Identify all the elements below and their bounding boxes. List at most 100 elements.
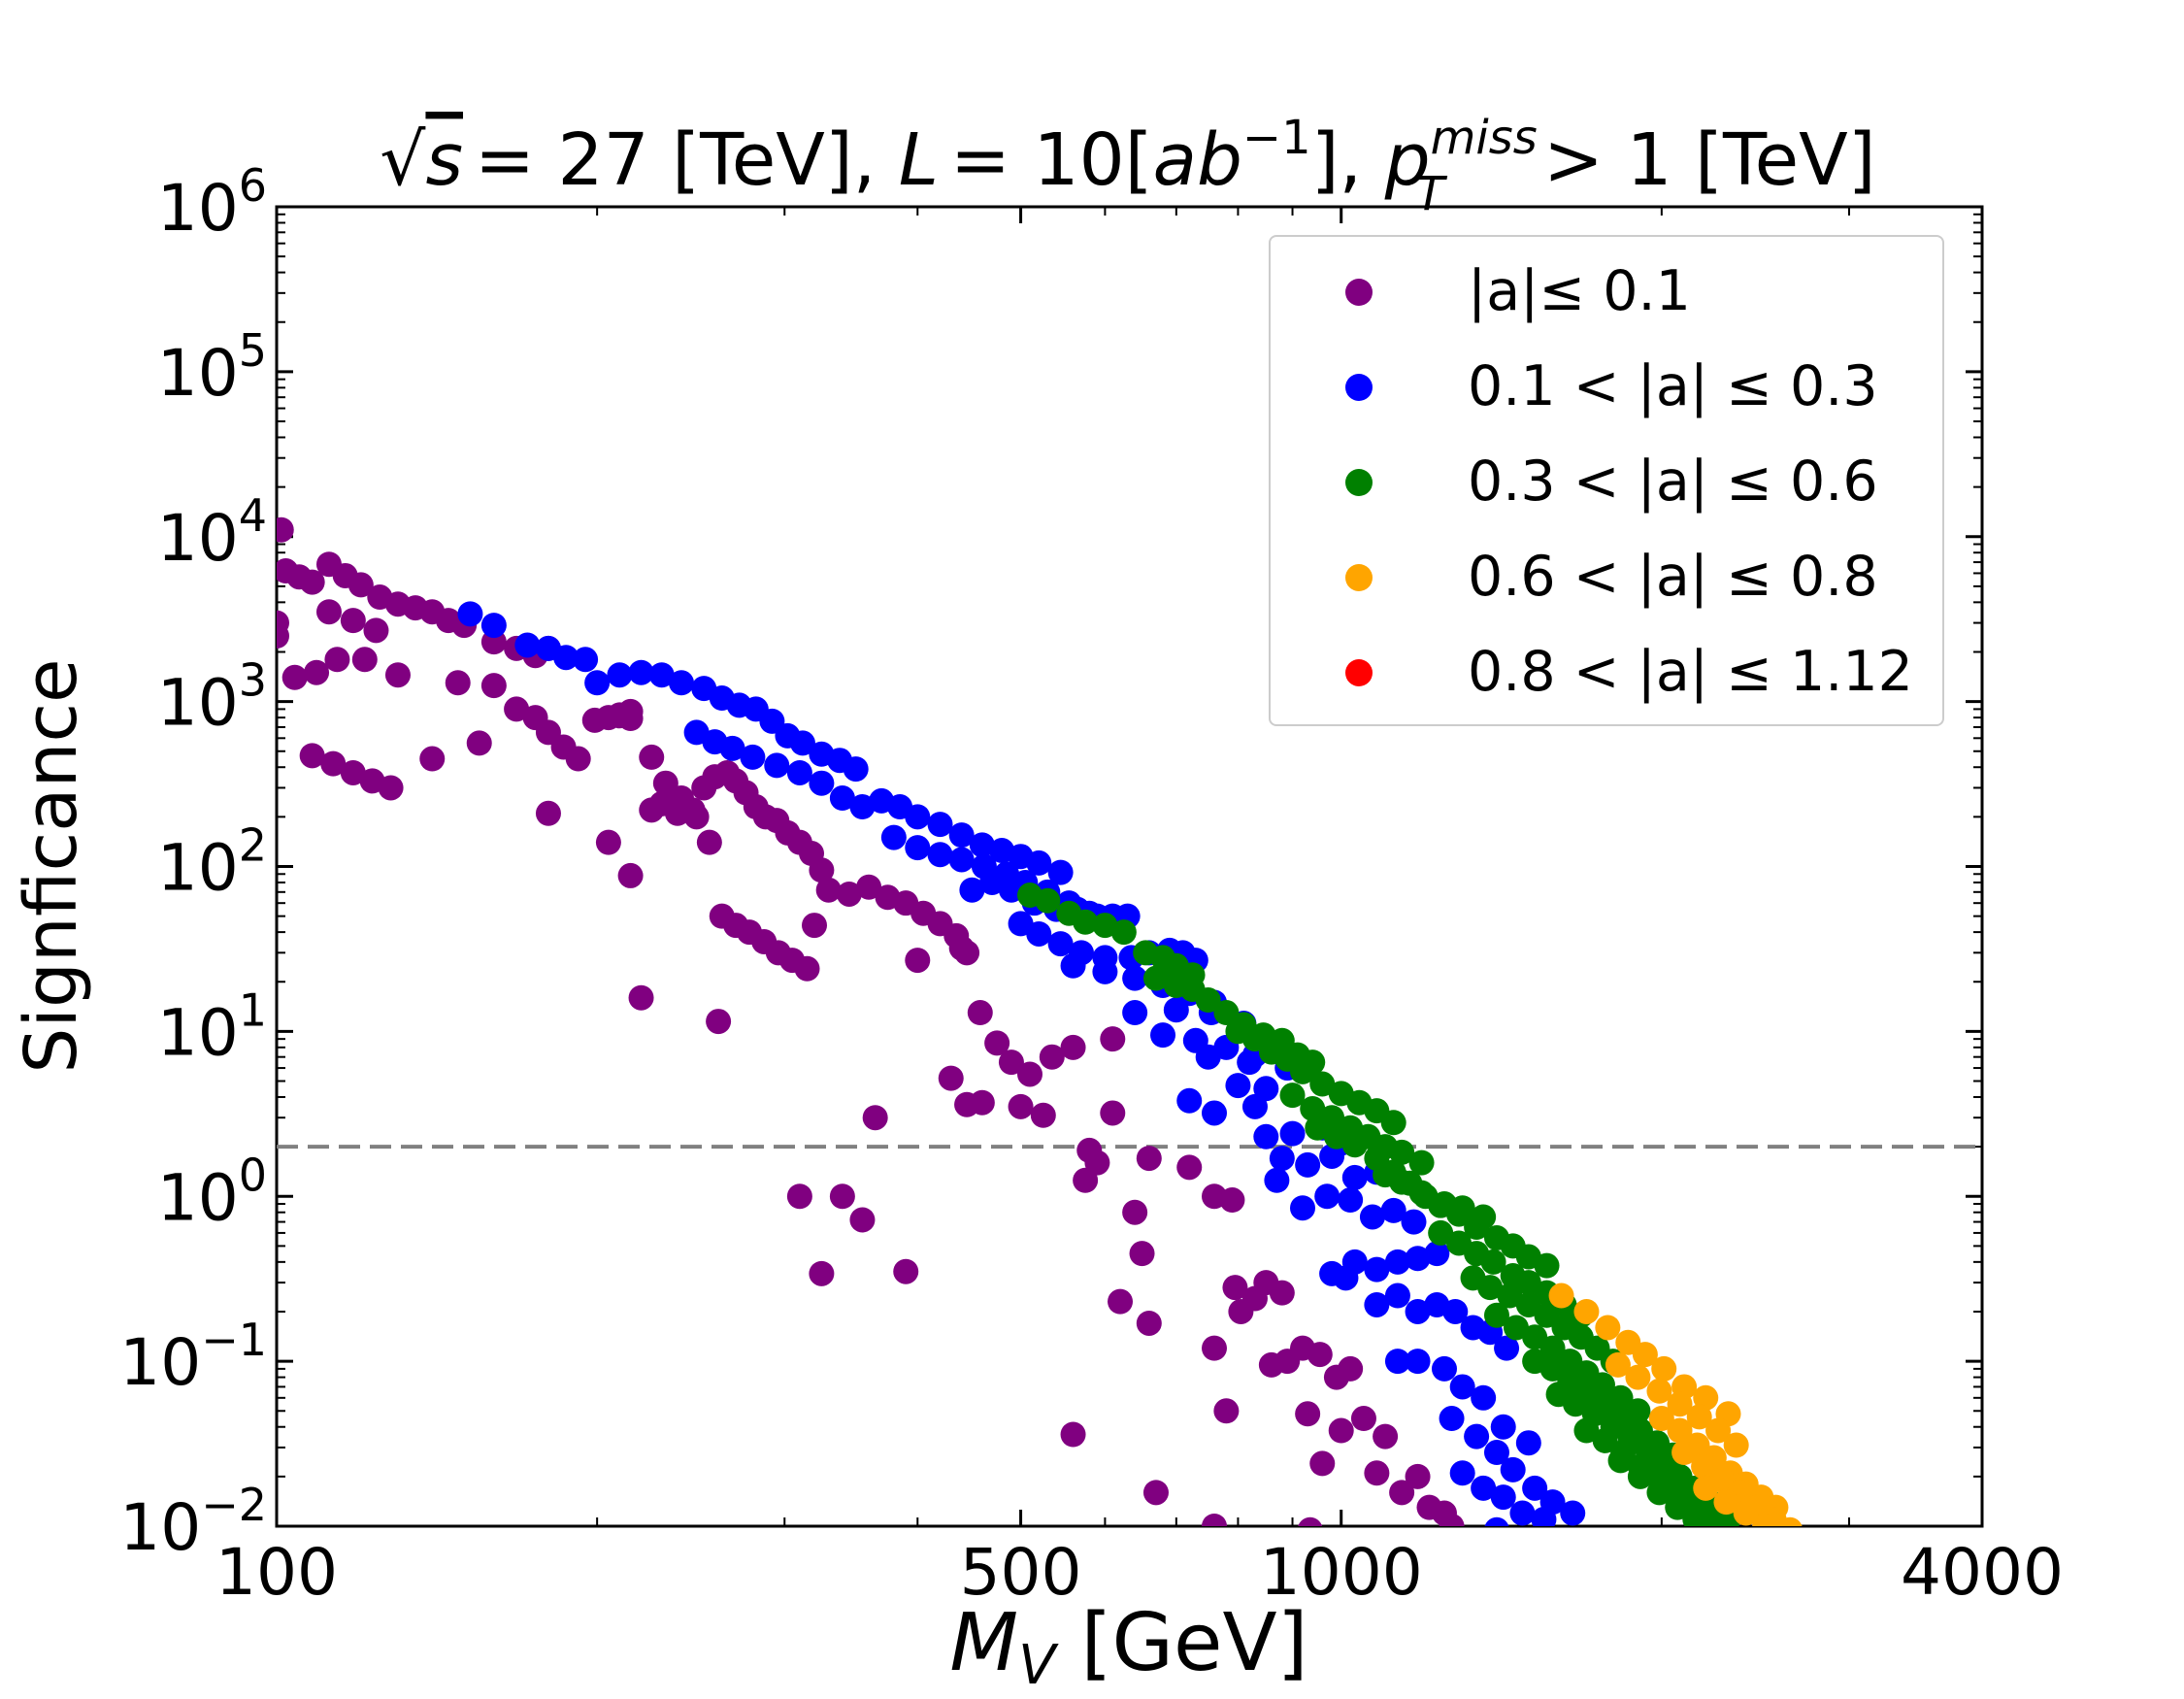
data-point-series-0	[1202, 1514, 1227, 1526]
data-point-series-2	[1539, 1335, 1566, 1361]
data-point-series-0	[1030, 1102, 1056, 1128]
data-point-series-1	[1295, 1151, 1321, 1178]
data-point-series-1	[1424, 1241, 1450, 1267]
y-tick-label: 103	[157, 654, 267, 741]
legend-entry: 0.3 < |a| ≤ 0.6	[1271, 450, 1942, 513]
data-point-series-3	[1646, 1378, 1672, 1404]
data-point-series-0	[1373, 1423, 1399, 1449]
x-axis-label: MV [GeV]	[949, 1597, 1307, 1697]
data-point-series-3	[1713, 1489, 1739, 1516]
data-point-series-3	[1667, 1391, 1693, 1417]
data-point-series-0	[786, 1183, 812, 1210]
data-point-series-0	[1298, 1516, 1323, 1526]
data-point-series-1	[1359, 1204, 1385, 1230]
data-point-series-1	[1500, 1456, 1526, 1482]
data-point-series-2	[1483, 1302, 1509, 1328]
data-point-series-3	[1771, 1519, 1795, 1526]
data-point-series-0	[1269, 1280, 1295, 1306]
data-point-series-1	[1401, 1209, 1427, 1235]
data-point-series-0	[967, 1000, 993, 1026]
legend-label: |a|≤ 0.1	[1468, 259, 1691, 323]
data-point-series-1	[1279, 1120, 1306, 1147]
chart-title: √s = 27 [TeV], L = 10[ab−1], pmiss T > 1 [Te…	[380, 111, 1875, 221]
data-point-series-0	[324, 647, 350, 673]
data-point-series-1	[1522, 1475, 1548, 1501]
data-point-series-1	[553, 645, 579, 671]
data-point-series-0	[315, 599, 342, 625]
data-point-series-1	[1225, 1073, 1251, 1099]
data-point-series-2	[1592, 1427, 1618, 1453]
data-point-series-1	[1364, 1291, 1390, 1317]
data-point-series-2	[1445, 1201, 1472, 1227]
data-point-series-1	[1484, 1516, 1509, 1526]
data-point-series-1	[1405, 1298, 1431, 1324]
data-point-series-0	[954, 940, 980, 966]
data-point-series-3	[1686, 1404, 1712, 1430]
data-points	[277, 516, 1803, 1526]
title-sqrt-s: s	[425, 118, 463, 202]
data-point-series-2	[1300, 1095, 1326, 1121]
data-point-series-0	[856, 874, 882, 900]
data-point-series-1	[1405, 1349, 1431, 1375]
data-point-series-1	[1333, 1265, 1359, 1291]
data-point-series-0	[628, 984, 654, 1011]
data-point-series-0	[351, 647, 378, 673]
data-point-series-1	[1122, 965, 1148, 991]
data-point-series-3	[1693, 1475, 1719, 1501]
data-point-series-1	[849, 794, 876, 820]
x-tick-labels: 100 500 1000 4000	[215, 1535, 2064, 1610]
y-tick-labels: 10−2 10−1 100 101 102 103 104 105 106	[119, 159, 267, 1565]
data-point-series-1	[1253, 1123, 1279, 1149]
data-point-series-1	[959, 877, 985, 903]
data-point-series-0	[815, 877, 842, 903]
data-point-series-0	[802, 913, 828, 939]
title-pt-sup: miss	[1431, 111, 1538, 165]
data-point-series-2	[1279, 1083, 1306, 1109]
data-point-series-0	[1108, 1288, 1134, 1315]
data-point-series-1	[1122, 1000, 1148, 1026]
legend: |a|≤ 0.1 0.1 < |a| ≤ 0.3 0.3 < |a| ≤ 0.6 0.…	[1269, 235, 1944, 726]
data-point-series-0	[984, 1030, 1010, 1056]
data-point-series-1	[1384, 1283, 1410, 1309]
title-pt-sub: T	[1416, 167, 1448, 221]
minor-ticks	[277, 207, 1982, 1526]
data-point-series-0	[1389, 1480, 1415, 1506]
data-point-series-1	[764, 752, 790, 779]
data-point-series-0	[1307, 1342, 1333, 1368]
data-point-series-1	[1237, 1049, 1263, 1076]
title-pt-p: p	[1384, 118, 1431, 202]
data-point-series-3	[1667, 1417, 1693, 1444]
legend-marker-icon	[1345, 564, 1373, 591]
data-point-series-1	[789, 730, 815, 756]
data-point-series-1	[1471, 1384, 1497, 1411]
data-point-series-0	[1142, 1480, 1169, 1506]
data-point-series-0	[1136, 1146, 1162, 1172]
data-point-series-0	[1364, 1460, 1390, 1486]
data-point-series-1	[1531, 1506, 1557, 1526]
data-point-series-1	[1163, 997, 1189, 1023]
data-point-series-1	[1269, 1146, 1295, 1172]
data-point-series-3	[1632, 1342, 1658, 1368]
data-point-series-0	[277, 623, 289, 650]
data-point-series-2	[1607, 1448, 1634, 1474]
data-point-series-1	[786, 759, 812, 785]
data-point-series-0	[1073, 1167, 1099, 1193]
data-point-series-0	[304, 659, 330, 685]
data-point-series-2	[1693, 1516, 1718, 1526]
data-point-series-0	[905, 948, 931, 974]
data-point-series-2	[1389, 1169, 1415, 1195]
data-point-series-2	[1563, 1391, 1589, 1417]
data-point-series-1	[1047, 931, 1074, 957]
data-point-series-1	[1464, 1423, 1490, 1449]
data-point-series-0	[1201, 1335, 1227, 1361]
data-point-series-0	[809, 1260, 835, 1286]
data-point-series-0	[384, 662, 411, 688]
data-point-series-1	[457, 601, 483, 627]
data-point-series-1	[668, 670, 694, 696]
data-point-series-3	[1693, 1384, 1719, 1411]
title-lumi-unit: ab	[1153, 118, 1242, 202]
data-point-series-1	[829, 785, 855, 812]
data-point-series-1	[905, 804, 931, 830]
x-axis-label-unit: [GeV]	[1055, 1597, 1307, 1689]
